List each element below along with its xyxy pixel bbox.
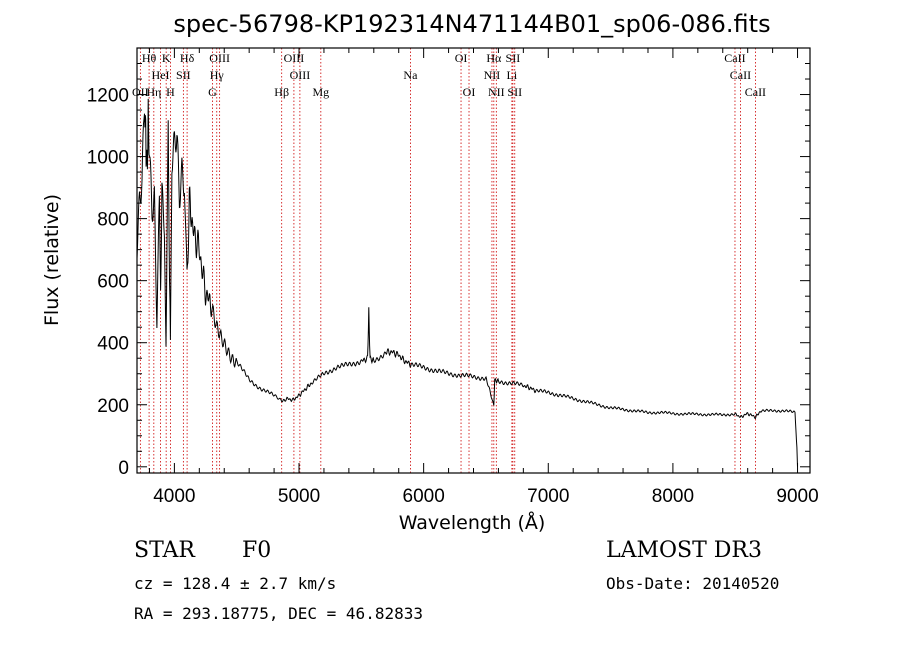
ra-dec: RA = 293.18775, DEC = 46.82833: [134, 604, 423, 623]
x-tick-label: 8000: [652, 486, 694, 507]
line-label-1: Hθ: [142, 51, 157, 65]
line-label-19: NII: [484, 68, 501, 82]
line-label-4: K: [162, 51, 171, 65]
line-label-18: Hα: [486, 51, 502, 65]
line-label-11: Hβ: [274, 85, 289, 99]
y-tick-label: 200: [97, 396, 129, 417]
line-label-24: CaII: [724, 51, 745, 65]
y-tick-label: 800: [97, 210, 129, 231]
line-label-3: HeI: [152, 68, 170, 82]
line-label-23: SII: [507, 85, 522, 99]
line-label-7: Hδ: [180, 51, 195, 65]
x-tick-label: 9000: [776, 486, 818, 507]
obs-date: Obs-Date: 20140520: [606, 574, 780, 593]
chart-title: spec-56798-KP192314N471144B01_sp06-086.f…: [173, 10, 770, 38]
x-tick-label: 5000: [278, 486, 320, 507]
plot-frame: [136, 47, 811, 474]
line-label-6: H: [166, 85, 175, 99]
line-label-8: OIII: [209, 51, 230, 65]
object-subclass: F0: [242, 538, 272, 563]
x-tick-label: 7000: [527, 486, 569, 507]
line-label-13: OIII: [290, 68, 311, 82]
spectrum-line: [136, 98, 798, 467]
line-label-14: Mg: [312, 85, 329, 99]
line-label-26: CaII: [745, 85, 766, 99]
y-axis-label: Flux (relative): [41, 194, 63, 326]
line-label-9: Hγ: [210, 68, 225, 82]
axis-ticks: 4000 5000 6000 7000 8000 9000 0 200 400 600 800 100…: [87, 48, 819, 507]
line-label-15: Na: [403, 68, 418, 82]
x-tick-label: 6000: [403, 486, 445, 507]
y-tick-label: 1200: [87, 86, 129, 107]
line-label-25: CaII: [730, 68, 751, 82]
y-tick-label: 1000: [87, 148, 129, 169]
line-label-21: SII: [506, 51, 521, 65]
line-label-2: Hη: [146, 85, 161, 99]
line-label-5: SII: [176, 68, 191, 82]
object-class: STAR: [134, 538, 195, 563]
line-label-16: OI: [455, 51, 468, 65]
line-label-10: G: [208, 85, 217, 99]
redshift-cz: cz = 128.4 ± 2.7 km/s: [134, 574, 337, 593]
line-label-17: OI: [463, 85, 476, 99]
y-tick-label: 400: [97, 334, 129, 355]
x-axis-label: Wavelength (Å): [399, 511, 546, 534]
y-tick-label: 600: [97, 272, 129, 293]
line-label-22: Li: [507, 68, 518, 82]
line-label-12: OIII: [284, 51, 305, 65]
line-label-20: NII: [488, 85, 505, 99]
survey-name: LAMOST DR3: [606, 538, 762, 563]
emission-line-markers: [139, 48, 756, 473]
y-tick-label: 0: [118, 458, 129, 479]
x-tick-label: 4000: [153, 486, 195, 507]
line-label-0: OII: [132, 85, 149, 99]
